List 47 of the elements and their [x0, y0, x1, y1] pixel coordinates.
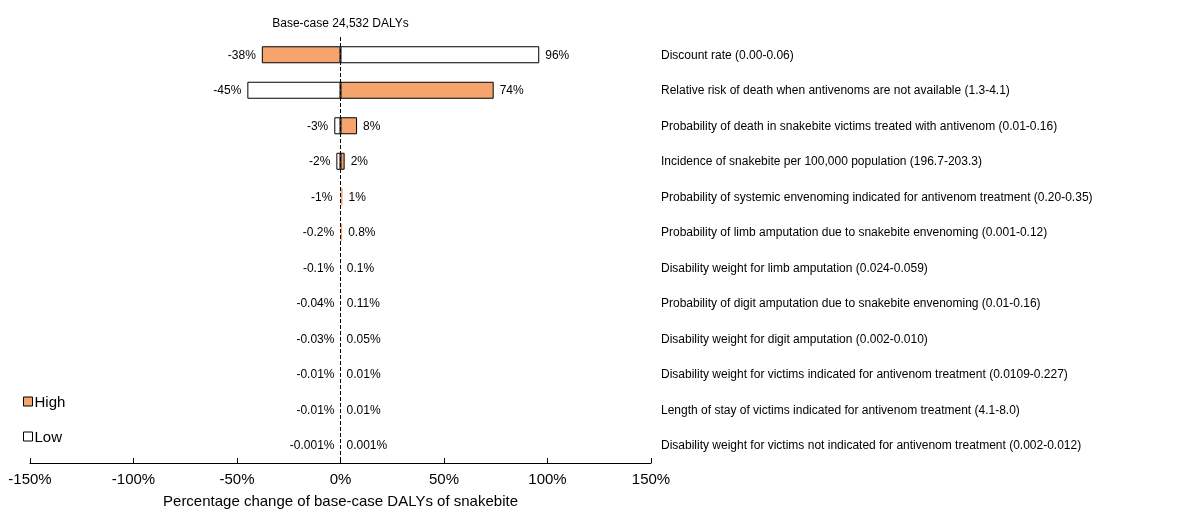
data-label: 0.01% [346, 367, 381, 382]
data-label: 0.11% [346, 296, 381, 311]
data-label: -2% [309, 154, 331, 169]
data-label: -45% [213, 83, 242, 98]
x-axis-title: Percentage change of base-case DALYs of snakebite [163, 492, 518, 509]
y-tick-label: Discount rate (0.00-0.06) [661, 47, 794, 62]
y-tick-label: Probability of death in snakebite victims treated with antivenom (0.01-0.16) [661, 118, 1058, 133]
x-tick-label: -150% [8, 470, 52, 487]
data-label: -3% [306, 118, 329, 133]
data-label: -0.2% [302, 225, 335, 240]
y-tick-label: Probability of limb amputation due to snakebite envenoming (0.001-0.12) [661, 225, 1048, 240]
ref-line-label: Base-case 24,532 DALYs [272, 16, 409, 30]
y-tick-label: Relative risk of death when antivenoms are not available (1.3-4.1) [661, 83, 1010, 98]
data-label: -0.001% [289, 438, 335, 453]
data-label: 2% [350, 154, 369, 169]
y-tick-label: Incidence of snakebite per 100,000 population (196.7-203.3) [661, 154, 982, 169]
data-label: -38% [227, 47, 257, 62]
data-label: -0.1% [302, 260, 335, 275]
x-tick-label: -100% [111, 470, 156, 487]
data-label: -1% [311, 189, 333, 204]
data-label: -0.03% [296, 331, 335, 346]
x-tick-label: 50% [428, 470, 460, 487]
data-label: -0.01% [296, 402, 335, 417]
x-tick-label: -50% [219, 470, 255, 487]
legend-label: Low [34, 428, 63, 445]
x-tick-label: 0% [329, 470, 352, 487]
x-tick-label: 100% [528, 470, 567, 487]
data-label: 0.8% [348, 225, 376, 240]
y-tick-label: Probability of systemic envenoming indicated for antivenom treatment (0.20-0.35) [661, 189, 1093, 204]
data-label: 0.05% [346, 331, 381, 346]
data-label: 96% [545, 47, 570, 62]
y-tick-label: Probability of digit amputation due to snakebite envenoming (0.01-0.16) [661, 296, 1041, 311]
data-label: -0.04% [296, 296, 335, 311]
data-label: -0.01% [296, 367, 335, 382]
data-label: 0.01% [346, 402, 381, 417]
data-label: 8% [363, 118, 381, 133]
data-label: 0.1% [346, 260, 375, 275]
data-label: 0.001% [346, 438, 388, 453]
y-tick-label: Length of stay of victims indicated for antivenom treatment (4.1-8.0) [661, 402, 1020, 417]
y-tick-label: Disability weight for victims indicated for antivenom treatment (0.0109-0.227) [661, 367, 1068, 382]
legend-label: High [34, 393, 66, 410]
y-tick-label: Disability weight for victims not indicated for antivenom treatment (0.002-0.012) [661, 438, 1082, 453]
data-label: 74% [499, 83, 525, 98]
data-label: 1% [348, 189, 367, 204]
x-tick-label: 150% [631, 470, 671, 487]
y-tick-label: Disability weight for digit amputation (0.002-0.010) [661, 331, 928, 346]
y-tick-label: Disability weight for limb amputation (0.024-0.059) [661, 260, 928, 275]
